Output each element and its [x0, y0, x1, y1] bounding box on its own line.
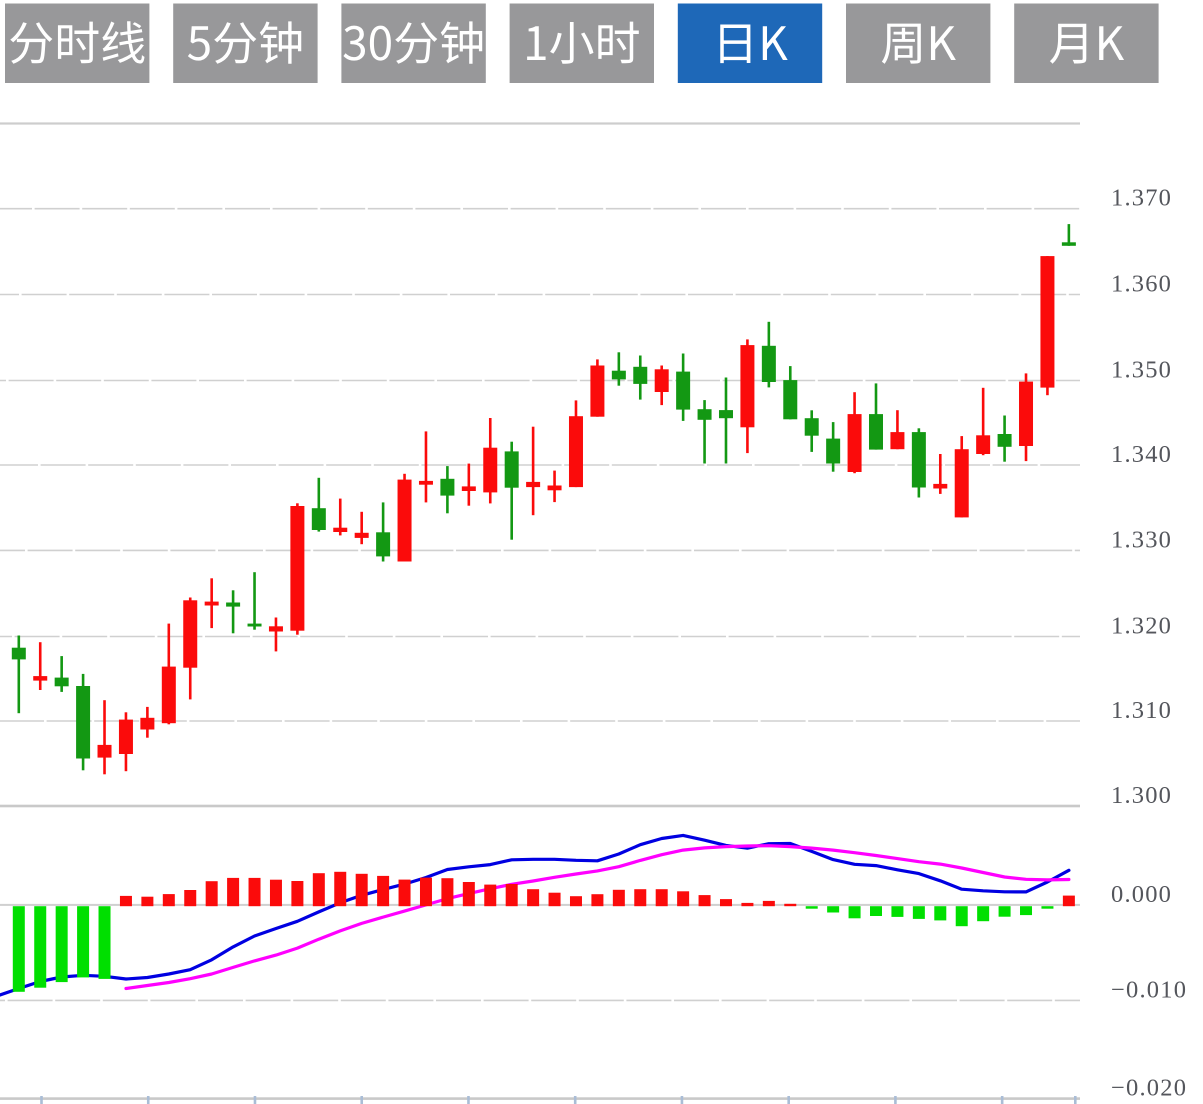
svg-text:−0.020: −0.020 — [1111, 1075, 1187, 1102]
svg-text:1.300: 1.300 — [1111, 782, 1172, 809]
svg-text:0.000: 0.000 — [1111, 881, 1172, 908]
svg-text:1.350: 1.350 — [1111, 357, 1172, 384]
svg-text:1.370: 1.370 — [1111, 185, 1172, 212]
svg-text:1.330: 1.330 — [1111, 526, 1172, 553]
svg-text:1.360: 1.360 — [1111, 271, 1172, 298]
svg-text:−0.010: −0.010 — [1111, 976, 1187, 1003]
svg-text:1.320: 1.320 — [1111, 613, 1172, 640]
svg-text:1.310: 1.310 — [1111, 697, 1172, 724]
svg-text:1.340: 1.340 — [1111, 441, 1172, 468]
